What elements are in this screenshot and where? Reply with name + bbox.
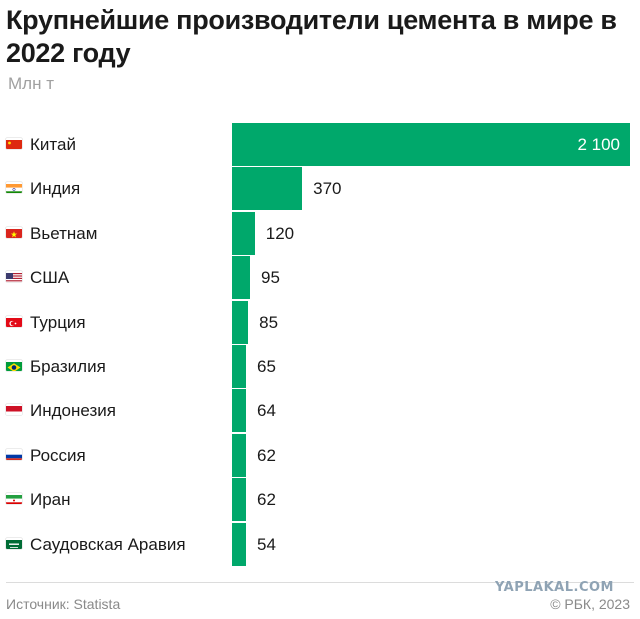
bar	[232, 433, 246, 477]
category-label: Бразилия	[30, 357, 106, 376]
brazil-flag-icon	[6, 360, 22, 371]
category-label: Вьетнам	[30, 223, 98, 243]
unit-label: Млн т	[8, 74, 54, 93]
chart-row: Турция 85	[0, 300, 640, 345]
copyright-label: © РБК, 2023	[550, 596, 630, 612]
chart-row: Иран 62	[0, 478, 640, 522]
bar	[232, 167, 303, 211]
category-label: Турция	[30, 312, 86, 332]
category-label: Иран	[30, 490, 71, 510]
iran-flag-icon	[6, 493, 22, 505]
category-label: США	[30, 268, 70, 288]
category-label: Россия	[30, 445, 86, 465]
saudi-arabia-flag-icon	[6, 538, 22, 549]
bar	[232, 478, 246, 522]
watermark: YAPLAKAL.COM	[495, 580, 614, 595]
data-label: 85	[259, 312, 279, 332]
india-flag-icon	[6, 182, 22, 194]
data-label: 62	[257, 445, 276, 465]
china-flag-icon	[6, 138, 22, 149]
data-label: 64	[257, 401, 276, 421]
category-label: Индонезия	[30, 401, 116, 421]
category-label: Саудовская Аравия	[30, 534, 186, 554]
chart-row: Индия 370	[0, 167, 640, 211]
bar	[232, 389, 246, 433]
turkey-flag-icon	[6, 316, 22, 327]
category-label: Китай	[30, 135, 76, 154]
chart-row: Саудовская Аравия 54	[0, 522, 640, 567]
chart-row: Россия 62	[0, 433, 640, 478]
chart-row: Бразилия 65	[0, 345, 640, 389]
chart-row: Вьетнам 120	[0, 211, 640, 256]
vietnam-flag-icon	[6, 227, 22, 238]
usa-flag-icon	[6, 271, 22, 283]
data-label: 54	[257, 534, 276, 554]
russia-flag-icon	[6, 449, 22, 460]
bar	[232, 300, 249, 344]
chart-row: Индонезия 64	[0, 389, 640, 433]
bar	[232, 211, 255, 255]
chart-row: Китай 2 100	[0, 123, 640, 167]
data-label: 2 100	[577, 135, 620, 154]
footer-divider	[6, 582, 634, 583]
data-label: 95	[261, 268, 280, 288]
source-label: Источник: Statista	[6, 596, 121, 612]
bar	[232, 522, 246, 566]
data-label: 370	[313, 179, 342, 199]
data-label: 120	[265, 223, 295, 243]
bar	[232, 123, 630, 166]
chart-row: США 95	[0, 256, 640, 300]
indonesia-flag-icon	[6, 404, 22, 416]
chart-title: Крупнейшие производители цемента в мире …	[6, 5, 617, 68]
data-label: 65	[257, 357, 276, 376]
bar	[232, 256, 250, 300]
category-label: Индия	[30, 179, 81, 199]
data-label: 62	[257, 490, 276, 510]
bar	[232, 345, 246, 388]
